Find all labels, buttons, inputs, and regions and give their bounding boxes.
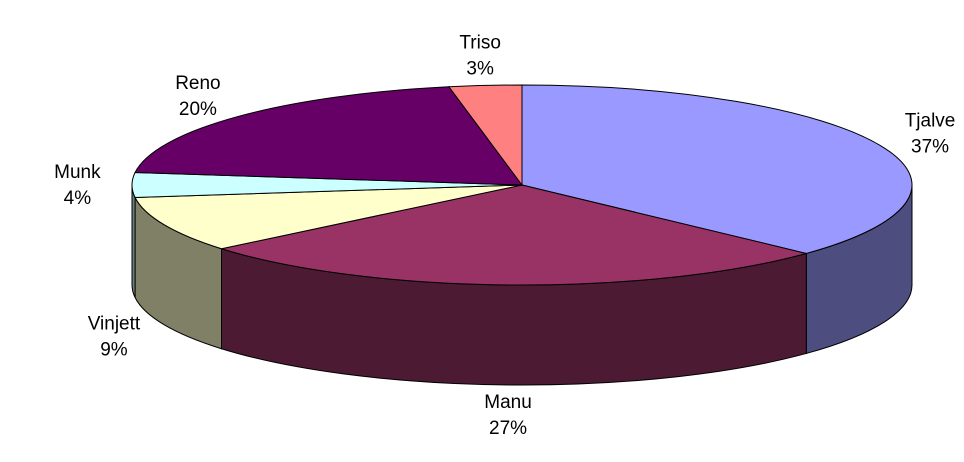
pie-slice bbox=[219, 184, 807, 286]
slice-value-label: 4% bbox=[64, 188, 92, 209]
pie-slice bbox=[134, 86, 524, 186]
slice-value-label: 37% bbox=[911, 136, 949, 157]
pie-slice bbox=[134, 184, 523, 250]
pie-side bbox=[131, 184, 136, 298]
slice-label: Tjalve bbox=[905, 110, 956, 131]
slice-label: Vinjett bbox=[88, 314, 141, 335]
slice-value-label: 3% bbox=[466, 59, 494, 80]
slice-value-label: 9% bbox=[100, 340, 128, 361]
pie-slice bbox=[447, 84, 523, 187]
slice-label: Munk bbox=[54, 162, 101, 183]
slice-value-label: 27% bbox=[489, 418, 527, 439]
slice-label: Triso bbox=[459, 33, 501, 54]
slice-label: Manu bbox=[484, 392, 532, 413]
pie-slice bbox=[521, 84, 913, 254]
slice-label: Reno bbox=[175, 73, 220, 94]
slice-value-label: 20% bbox=[179, 99, 217, 120]
